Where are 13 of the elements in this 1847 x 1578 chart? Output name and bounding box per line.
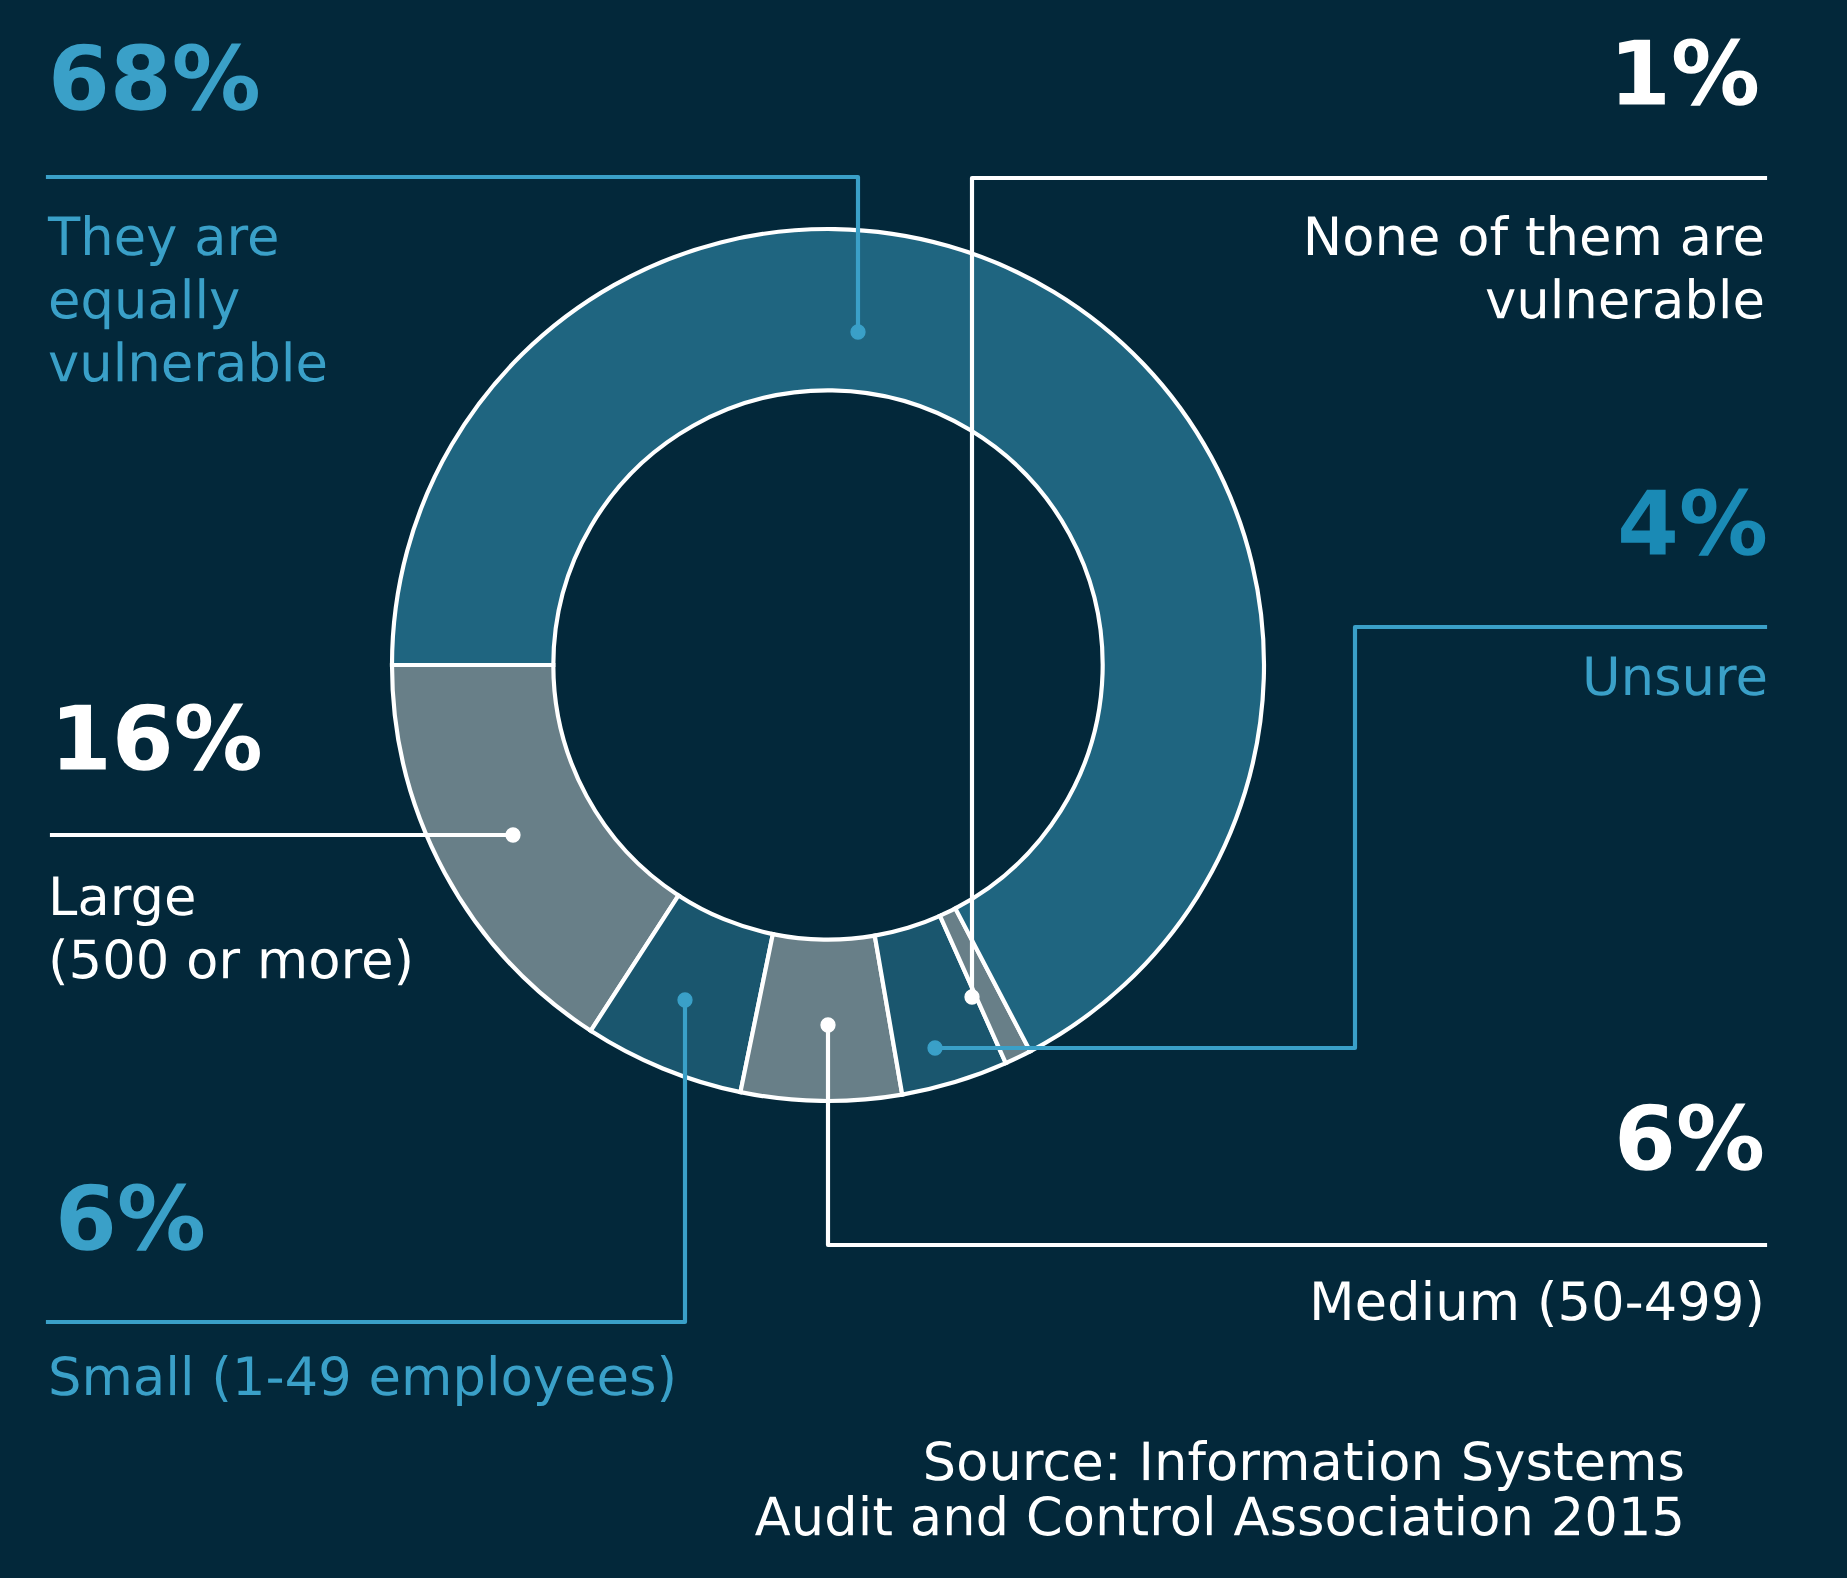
data-label: 4% — [1621, 488, 1766, 556]
data-label: 6% — [60, 1183, 204, 1251]
slice-label: They are equally vulnerable — [47, 215, 326, 383]
slice-label: Large (500 or more) — [52, 876, 410, 986]
slice-label: None of them are vulnerable — [1307, 215, 1763, 319]
slice-label: Unsure — [1586, 656, 1766, 696]
source-note: Source: Information Systems Audit and Control Association 2015 — [755, 1440, 1683, 1536]
data-label: 68% — [53, 43, 258, 111]
slice-label: Medium (50-499) — [1314, 1280, 1761, 1328]
slice-label: Small (1-49 employees) — [51, 1355, 673, 1407]
data-label: 6% — [1619, 1103, 1763, 1171]
data-label: 1% — [1619, 38, 1758, 106]
data-label: 16% — [60, 703, 260, 771]
